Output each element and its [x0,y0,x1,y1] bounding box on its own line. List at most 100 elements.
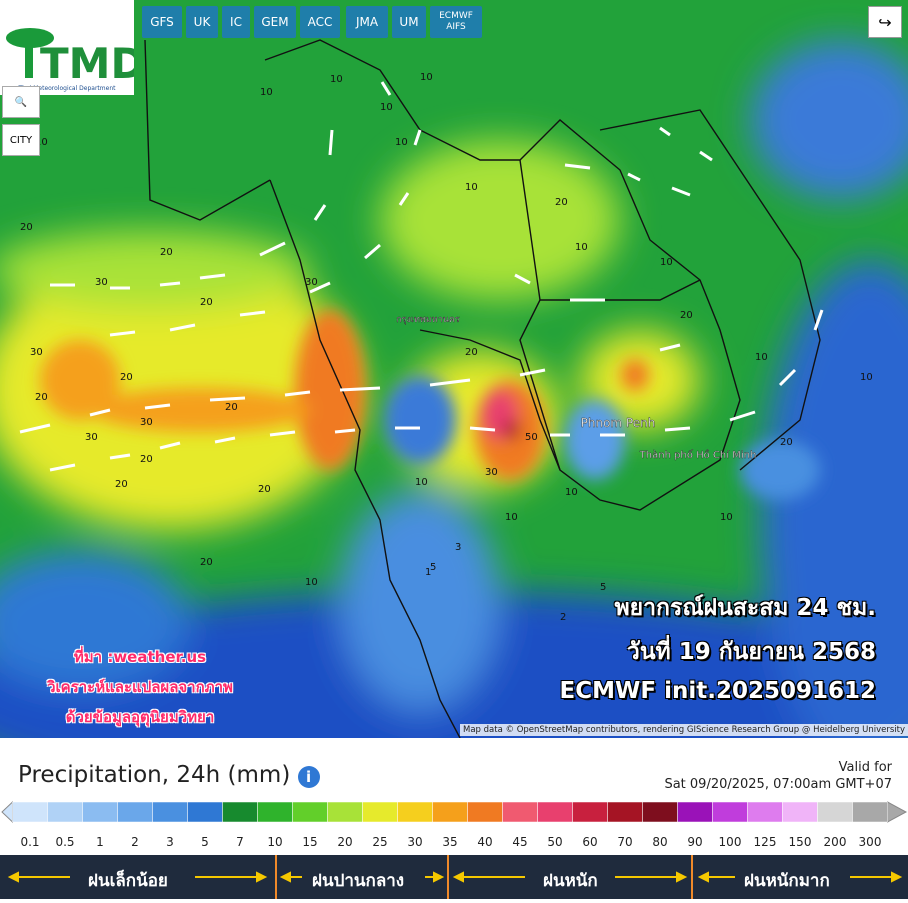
source-line: ด้วยข้อมูลอุตุนิยมวิทยา [65,708,215,726]
contour-label: 10 [860,372,873,383]
contour-label: 20 [20,222,33,233]
contour-label: 20 [160,247,173,258]
contour-label: 30 [305,277,318,288]
scale-label: 10 [267,835,282,849]
scale-label: 35 [442,835,457,849]
scale-swatch [467,801,503,823]
overlay-line: ECMWF init.2025091612 [559,678,876,704]
scale-label: 30 [407,835,422,849]
model-button[interactable]: JMA [346,6,388,38]
contour-label: 20 [35,392,48,403]
scale-label: 7 [236,835,244,849]
scale-swatch [152,801,188,823]
place-label: กรุงเทพมหานคร [396,315,460,325]
scale-label: 50 [547,835,562,849]
contour-label: 10 [505,512,518,523]
contour-label: 10 [565,487,578,498]
contour-label: 10 [380,102,393,113]
contour-label: 30 [485,467,498,478]
scale-label: 300 [859,835,882,849]
category-graphic [7,855,903,899]
info-icon[interactable]: i [297,766,320,788]
contour-label: 20 [555,197,568,208]
scale-swatch [642,801,678,823]
legend-title: Precipitation, 24h (mm) i [18,762,320,788]
contour-label: 20 [200,557,213,568]
model-button[interactable]: UK [186,6,218,38]
model-button[interactable]: ECMWF AIFS [430,6,482,38]
city-button[interactable]: CITY [2,124,40,156]
contour-label: 20 [225,402,238,413]
place-label: Thành phố Hồ Chí Minh [639,449,757,461]
contour-label: 10 [330,74,343,85]
share-button[interactable]: ↪ [868,6,902,38]
contour-label: 10 [260,87,273,98]
scale-swatch [117,801,153,823]
scale-swatch [327,801,363,823]
model-button[interactable]: UM [392,6,426,38]
scale-label: 100 [719,835,742,849]
scale-label: 80 [652,835,667,849]
scale-swatch [362,801,398,823]
contour-label: 30 [85,432,98,443]
legend-title-text: Precipitation, 24h (mm) [18,762,291,788]
scale-label: 70 [617,835,632,849]
source-line: วิเคราะห์และแปลผลจากภาพ [47,678,233,696]
place-label: Phnom Penh [581,416,656,430]
scale-swatch [292,801,328,823]
zoom-button[interactable]: 🔍 [2,86,40,118]
category-label: ฝนปานกลาง [312,871,405,891]
contour-label: 5 [600,582,606,593]
scale-label: 150 [789,835,812,849]
contour-label: 10 [720,512,733,523]
source-line: ที่มา :weather.us [73,648,207,666]
model-button[interactable]: IC [222,6,250,38]
contour-label: 3 [455,542,461,553]
scale-swatch [82,801,118,823]
scale-label: 2 [131,835,139,849]
scale-label: 15 [302,835,317,849]
valid-time: Sat 09/20/2025, 07:00am GMT+07 [664,777,892,792]
contour-label: 10 [420,72,433,83]
contour-label: 1 [425,567,431,578]
contour-label: 20 [115,479,128,490]
scale-label: 200 [824,835,847,849]
scale-arrow-right [887,801,908,823]
contour-label: 10 [395,137,408,148]
scale-label: 25 [372,835,387,849]
scale-swatch [782,801,818,823]
scale-swatch [222,801,258,823]
category-bar [0,855,908,899]
scale-swatch [852,801,888,823]
contour-label: 30 [30,347,43,358]
scale-label: 5 [201,835,209,849]
contour-label: 10 [660,257,673,268]
contour-label: 10 [415,477,428,488]
logo: TMD Thai Meteorological Department [0,0,145,95]
attribution: Map data © OpenStreetMap contributors, r… [460,724,908,736]
valid-label: Valid for [838,760,892,775]
model-button[interactable]: ACC [300,6,340,38]
contour-label: 2 [560,612,566,623]
category-label: ฝนหนักมาก [744,871,830,891]
contour-label: 10 [755,352,768,363]
scale-swatch [257,801,293,823]
model-button[interactable]: GFS [142,6,182,38]
scale-swatch [537,801,573,823]
logo-title: TMD [40,39,134,88]
logo-subtitle: Thai Meteorological Department [18,85,117,92]
logo-graphic: TMD Thai Meteorological Department [6,28,145,92]
scale-swatch [432,801,468,823]
scale-label: 0.5 [55,835,74,849]
contour-label: 10 [575,242,588,253]
scale-swatch [747,801,783,823]
scale-label: 0.1 [20,835,39,849]
scale-label: 90 [687,835,702,849]
scale-label: 45 [512,835,527,849]
model-button[interactable]: GEM [254,6,296,38]
scale-swatch [817,801,853,823]
contour-label: 20 [120,372,133,383]
contour-label: 10 [35,137,48,148]
contour-label: 10 [305,577,318,588]
